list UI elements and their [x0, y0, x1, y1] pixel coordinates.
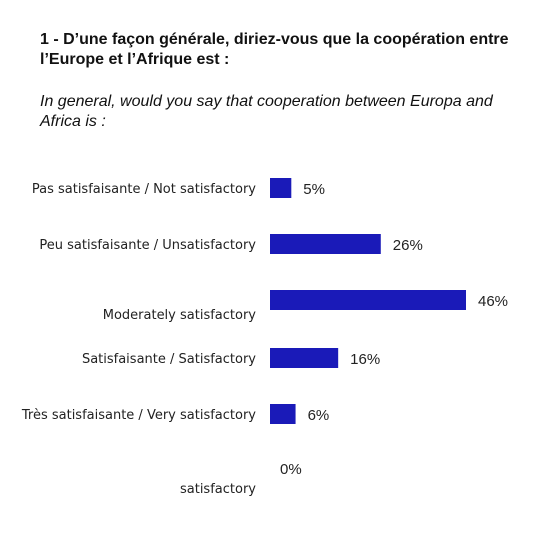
- category-label: Satisfaisante / Satisfactory: [82, 352, 256, 367]
- value-label: 16%: [350, 351, 380, 368]
- category-label: Peu satisfaisante / Unsatisfactory: [39, 238, 256, 253]
- category-label: Moderately satisfactory: [103, 308, 257, 323]
- value-label: 46%: [478, 293, 508, 310]
- category-label: Pas satisfaisante / Not satisfactory: [32, 182, 256, 197]
- value-label: 0%: [280, 461, 302, 478]
- value-label: 5%: [303, 181, 325, 198]
- bar: [270, 234, 381, 254]
- bar: [270, 178, 292, 198]
- value-label: 6%: [308, 407, 330, 424]
- question-title-english: In general, would you say that cooperati…: [40, 93, 493, 130]
- category-label: satisfactory: [180, 482, 256, 497]
- bar: [270, 290, 466, 310]
- bar: [270, 404, 296, 424]
- value-label: 26%: [393, 237, 423, 254]
- category-label: Très satisfaisante / Very satisfactory: [21, 408, 256, 423]
- question-title-french: 1 - D’une façon générale, diriez-vous qu…: [40, 31, 509, 68]
- bar: [270, 348, 339, 368]
